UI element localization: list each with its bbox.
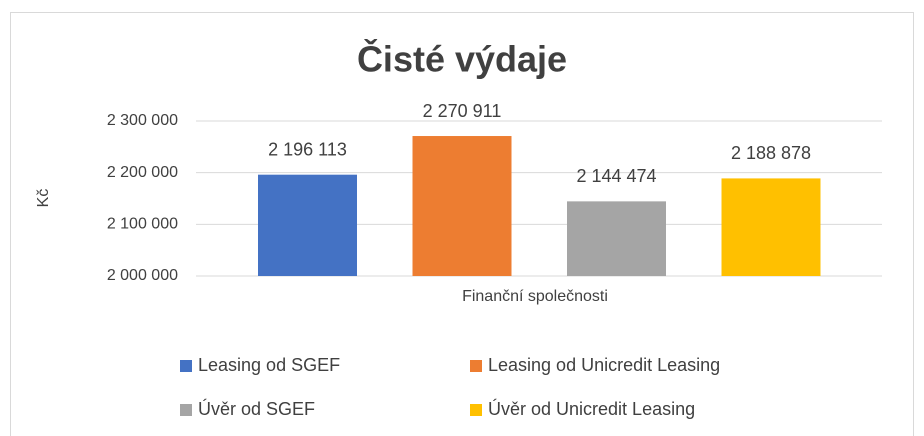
legend-swatch — [180, 404, 192, 416]
legend-label: Leasing od Unicredit Leasing — [488, 355, 720, 375]
y-axis-title: Kč — [35, 189, 52, 208]
bar — [258, 174, 357, 276]
bar — [721, 178, 821, 276]
x-tick-label: Finanční společnosti — [462, 288, 608, 305]
legend-swatch — [180, 360, 192, 372]
data-label: 2 144 474 — [576, 166, 656, 186]
y-tick-label: 2 000 000 — [107, 267, 178, 284]
legend-label: Úvěr od SGEF — [198, 398, 315, 419]
legend-swatch — [470, 404, 482, 416]
y-tick-label: 2 200 000 — [107, 164, 178, 181]
bar — [412, 136, 512, 276]
data-label: 2 196 113 — [268, 139, 347, 159]
y-tick-label: 2 100 000 — [107, 216, 178, 233]
y-tick-label: 2 300 000 — [107, 112, 178, 129]
legend-label: Leasing od SGEF — [198, 355, 340, 375]
chart-title: Čisté výdaje — [357, 38, 567, 80]
legend-swatch — [470, 360, 482, 372]
legend-label: Úvěr od Unicredit Leasing — [488, 398, 695, 419]
data-label: 2 188 878 — [731, 143, 811, 163]
data-label: 2 270 911 — [423, 101, 502, 121]
bar — [567, 201, 666, 276]
